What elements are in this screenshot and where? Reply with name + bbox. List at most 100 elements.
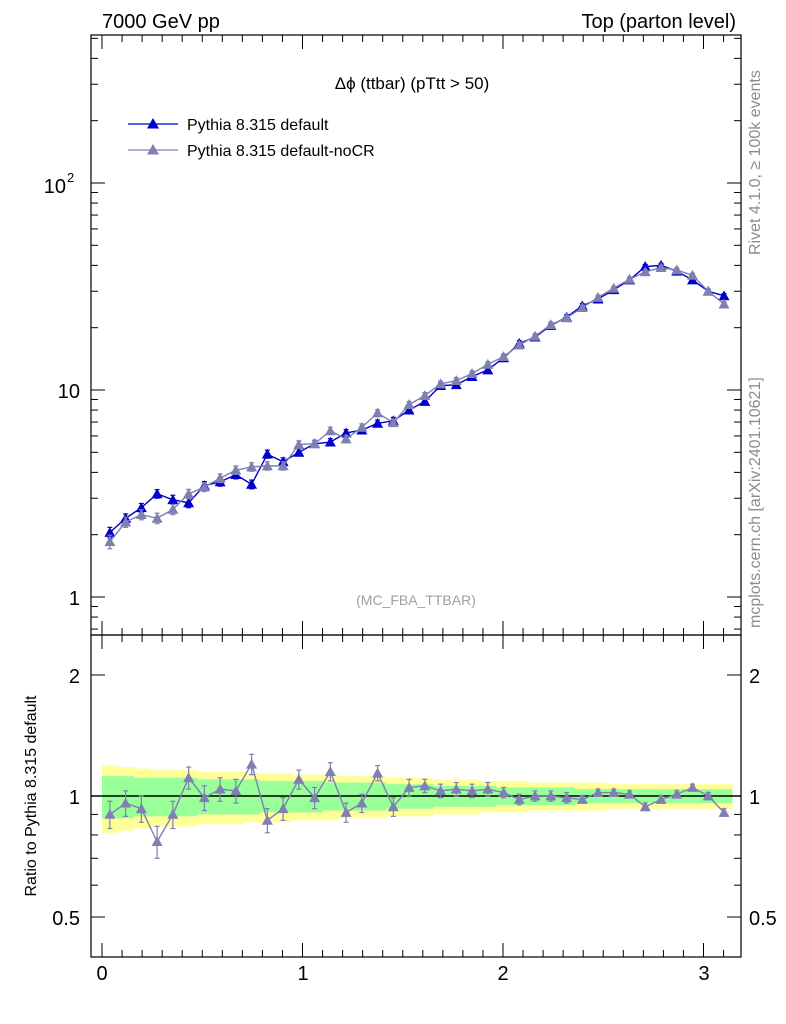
data-point: [702, 285, 714, 296]
data-point: [592, 291, 604, 302]
ratio-data-point: [545, 790, 557, 801]
ratio-data-point: [403, 781, 415, 792]
ratio-data-point: [576, 794, 588, 804]
header-right: Top (parton level): [581, 11, 736, 33]
data-point: [435, 378, 447, 389]
ratio-data-point: [450, 783, 462, 794]
band-inner: [102, 776, 119, 819]
data-point: [246, 461, 258, 472]
plot-title: Δϕ (ttbar) (pTtt > 50): [335, 74, 490, 93]
data-point: [372, 407, 384, 418]
data-point: [403, 399, 415, 410]
data-point: [340, 427, 352, 438]
legend-label-default: Pythia 8.315 default: [187, 117, 329, 134]
ratio-data-point: [340, 806, 352, 817]
ratio-data-point: [671, 788, 683, 799]
data-point: [466, 368, 478, 379]
xtick-label-3: 3: [698, 963, 709, 985]
ratio-data-point: [624, 788, 636, 799]
ratio-data-point: [498, 787, 510, 797]
band-inner: [149, 777, 166, 817]
data-point: [324, 425, 336, 436]
data-point: [104, 526, 116, 537]
data-point: [387, 417, 399, 428]
xtick-label-1: 1: [297, 963, 308, 985]
ratio-data-point: [435, 785, 447, 796]
data-point: [608, 282, 620, 293]
data-point: [135, 502, 147, 513]
main-ytick-label-1: 1: [69, 588, 80, 610]
data-point: [183, 488, 195, 499]
ratio-ytick-label-1: 1: [69, 787, 80, 809]
ratio-data-point: [482, 783, 494, 794]
band-inner: [164, 777, 182, 817]
ratio-data-point: [718, 806, 730, 817]
ratio-data-point: [120, 797, 132, 808]
ratio-data-point: [167, 808, 179, 819]
ratio-uncertainty-bands: [102, 765, 733, 833]
data-point: [261, 460, 273, 471]
data-point: [718, 290, 730, 301]
data-point: [718, 298, 730, 309]
data-point: [419, 395, 431, 406]
ratio-ytick-label-2-right: 2: [749, 666, 760, 688]
ratio-data-point: [387, 801, 399, 812]
legend-entry-default: Pythia 8.315 default: [128, 117, 329, 134]
ratio-series-line: [109, 762, 725, 844]
ratio-panel: 2 1 0.5 2 1 0.5 0 1 2 3 Ratio to Pythia …: [23, 634, 777, 985]
ratio-ytick-label-0.5-right: 0.5: [749, 908, 777, 930]
data-point: [293, 439, 305, 449]
data-point: [183, 497, 195, 508]
ratio-data-point: [372, 767, 384, 778]
series-line-default: [109, 264, 725, 533]
band-inner: [243, 779, 261, 815]
data-point: [561, 312, 573, 323]
data-point: [687, 269, 699, 280]
data-point: [545, 319, 557, 329]
data-point: [655, 262, 667, 273]
ratio-data-point: [513, 794, 525, 804]
data-point: [529, 330, 541, 341]
ratio-data-point: [214, 783, 226, 794]
ratio-data-point: [702, 790, 714, 801]
rivet-label: Rivet 4.1.0, ≥ 100k events: [747, 70, 764, 255]
ratio-data-point: [261, 814, 273, 825]
main-ytick-label-100: 10: [44, 176, 66, 198]
legend: Pythia 8.315 default Pythia 8.315 defaul…: [128, 117, 375, 160]
main-ytick-label-10: 10: [58, 381, 80, 403]
ratio-data-point: [639, 801, 651, 812]
ratio-data-point: [608, 787, 620, 797]
xtick-label-0: 0: [96, 963, 107, 985]
data-point: [639, 261, 651, 271]
data-point: [403, 404, 415, 415]
data-point: [498, 351, 510, 361]
ratio-data-point: [561, 792, 573, 803]
data-point: [167, 494, 179, 505]
data-point: [309, 438, 321, 449]
data-point: [419, 390, 431, 400]
ratio-data-point: [655, 794, 667, 804]
ratio-data-point: [529, 790, 541, 801]
data-point: [450, 375, 462, 386]
ratio-axis-ticks: [91, 635, 741, 957]
ratio-data-point: [324, 766, 336, 776]
ratio-data-point: [592, 787, 604, 797]
data-point: [261, 448, 273, 459]
main-axis-ticks: [91, 35, 741, 635]
data-point: [639, 266, 651, 277]
data-point: [104, 536, 116, 547]
ratio-ytick-label-1-right: 1: [749, 787, 760, 809]
ratio-data-point: [183, 772, 195, 783]
ratio-ytick-label-2: 2: [69, 666, 80, 688]
legend-marker-nocr: [147, 144, 159, 155]
data-point: [167, 503, 179, 514]
main-panel: Δϕ (ttbar) (pTtt > 50) (MC_FBA_TTBAR) 1 …: [44, 34, 742, 636]
data-point: [576, 302, 588, 313]
data-point: [340, 433, 352, 444]
series-line-nocr: [109, 266, 725, 543]
ratio-data-point: [419, 780, 431, 791]
ratio-ytick-label-0.5: 0.5: [52, 908, 80, 930]
xtick-label-2: 2: [497, 963, 508, 985]
data-point: [120, 516, 132, 527]
